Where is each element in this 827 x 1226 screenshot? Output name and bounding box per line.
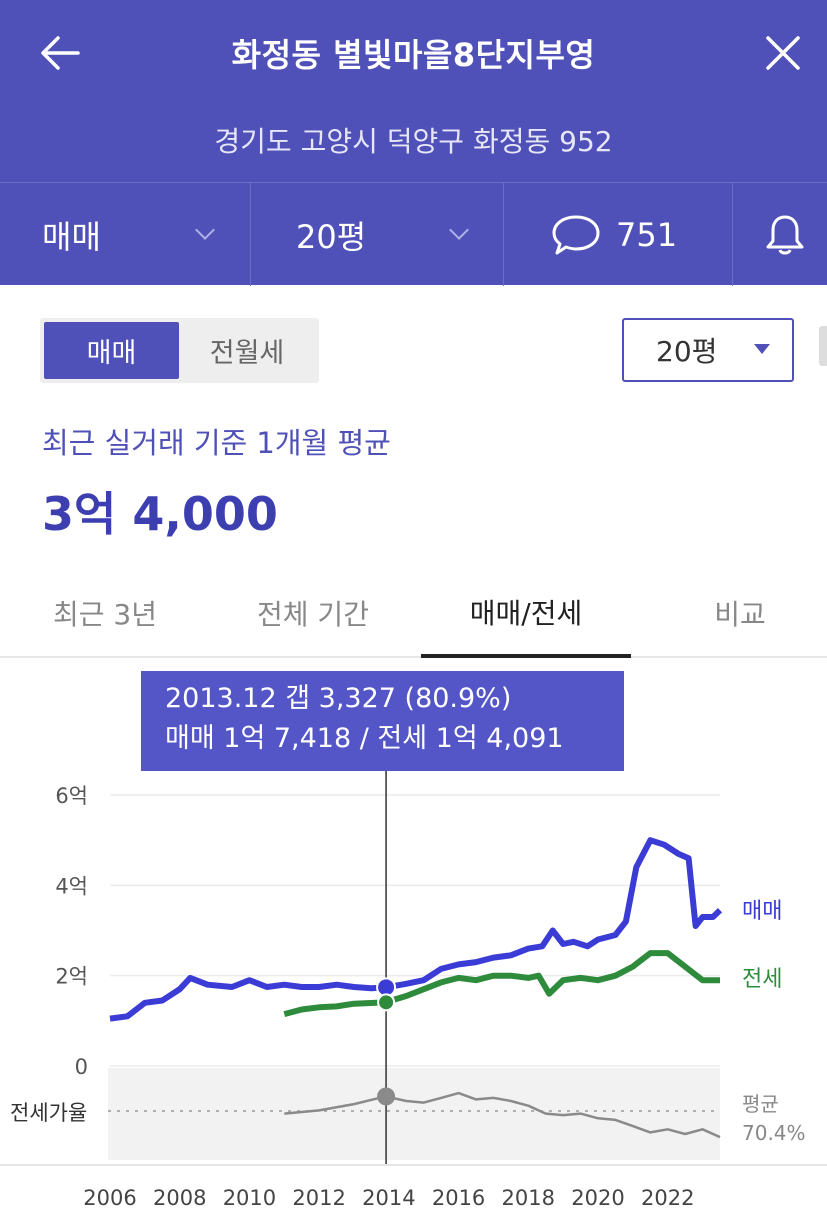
period-tabs: 최근 3년 전체 기간 매매/전세 비교 bbox=[0, 570, 827, 658]
x-tick-label: 2014 bbox=[362, 1186, 415, 1210]
ratio-series-line bbox=[284, 1091, 721, 1139]
jeonse-legend-label: 전세 bbox=[742, 967, 782, 992]
x-tick-label: 2018 bbox=[502, 1186, 555, 1210]
y-tick-label: 6억 bbox=[55, 784, 88, 808]
x-tick-label: 2010 bbox=[223, 1186, 276, 1210]
comments-button[interactable]: 751 bbox=[550, 183, 720, 286]
average-label: 평균 bbox=[742, 1092, 779, 1116]
x-tick-label: 2022 bbox=[641, 1186, 694, 1210]
close-icon[interactable] bbox=[760, 30, 806, 76]
tooltip-price-line: 매매 1억 7,418 / 전세 1억 4,091 bbox=[165, 723, 564, 754]
jeonse-highlight-point bbox=[377, 993, 396, 1012]
divider bbox=[732, 183, 733, 286]
size-select-value: 20평 bbox=[656, 335, 718, 368]
x-tick-label: 2016 bbox=[432, 1186, 485, 1210]
page-title: 화정동 별빛마을8단지부영 bbox=[231, 36, 596, 74]
tooltip-gap-line: 2013.12 갭 3,327 (80.9%) bbox=[165, 683, 512, 714]
y-tick-label: 0 bbox=[75, 1055, 88, 1079]
scroll-edge bbox=[819, 326, 827, 366]
divider bbox=[503, 183, 504, 286]
deal-type-label: 매매 bbox=[42, 217, 101, 256]
sale-legend-label: 매매 bbox=[742, 899, 782, 924]
ratio-highlight-point bbox=[377, 1087, 396, 1106]
chart-svg: 6억 4억 2억 0 2006 2008 2010 2012 2014 2016 2018 2020… bbox=[0, 760, 827, 1210]
average-value: 70.4% bbox=[742, 1121, 806, 1145]
size-select[interactable]: 20평 bbox=[622, 318, 794, 382]
back-arrow-icon[interactable] bbox=[38, 30, 84, 76]
chevron-down-icon bbox=[449, 220, 469, 240]
x-tick-label: 2012 bbox=[292, 1186, 345, 1210]
tab-recent-3y[interactable]: 최근 3년 bbox=[53, 598, 157, 631]
address-text: 경기도 고양시 덕양구 화정동 952 bbox=[214, 125, 613, 158]
caret-down-icon bbox=[754, 344, 770, 354]
price-chart[interactable]: 6억 4억 2억 0 2006 2008 2010 2012 2014 2016 2018 2020… bbox=[0, 656, 827, 1222]
x-axis-ticks: 2006 2008 2010 2012 2014 2016 2018 2020 2022 bbox=[83, 1186, 694, 1210]
comment-count: 751 bbox=[616, 215, 678, 254]
divider bbox=[250, 183, 251, 286]
y-tick-label: 4억 bbox=[55, 874, 88, 898]
gridlines bbox=[110, 794, 720, 1067]
bell-icon[interactable] bbox=[762, 183, 812, 286]
chart-tooltip: 2013.12 갭 3,327 (80.9%) 매매 1억 7,418 / 전세… bbox=[141, 671, 624, 771]
x-tick-label: 2006 bbox=[83, 1186, 136, 1210]
price-caption: 최근 실거래 기준 1개월 평균 bbox=[42, 426, 391, 460]
sale-series-line bbox=[109, 837, 723, 1022]
y-tick-label: 2억 bbox=[55, 965, 88, 989]
chevron-down-icon bbox=[195, 220, 215, 240]
tab-sale-jeonse[interactable]: 매매/전세 bbox=[421, 570, 631, 658]
ratio-axis-label: 전세가율 bbox=[10, 1101, 87, 1125]
ratio-band bbox=[108, 1068, 720, 1160]
size-dropdown[interactable]: 20평 bbox=[296, 183, 486, 286]
deal-type-dropdown[interactable]: 매매 bbox=[42, 183, 232, 286]
size-label: 20평 bbox=[296, 217, 367, 256]
tab-all-period[interactable]: 전체 기간 bbox=[257, 598, 369, 631]
average-price: 3억 4,000 bbox=[42, 487, 278, 541]
segment-rent[interactable]: 전월세 bbox=[209, 338, 285, 369]
x-tick-label: 2008 bbox=[153, 1186, 206, 1210]
x-tick-label: 2020 bbox=[571, 1186, 624, 1210]
header-toolbar: 매매 20평 751 bbox=[0, 182, 827, 286]
y-axis-ticks: 6억 4억 2억 0 bbox=[55, 784, 88, 1079]
jeonse-series-line bbox=[283, 950, 720, 1018]
deal-segmented-control: 매매 전월세 bbox=[40, 318, 319, 383]
app-header: 화정동 별빛마을8단지부영 경기도 고양시 덕양구 화정동 952 매매 20평… bbox=[0, 0, 827, 286]
tab-compare[interactable]: 비교 bbox=[714, 598, 766, 631]
segment-sale[interactable]: 매매 bbox=[44, 322, 179, 379]
speech-bubble-icon bbox=[550, 212, 602, 258]
